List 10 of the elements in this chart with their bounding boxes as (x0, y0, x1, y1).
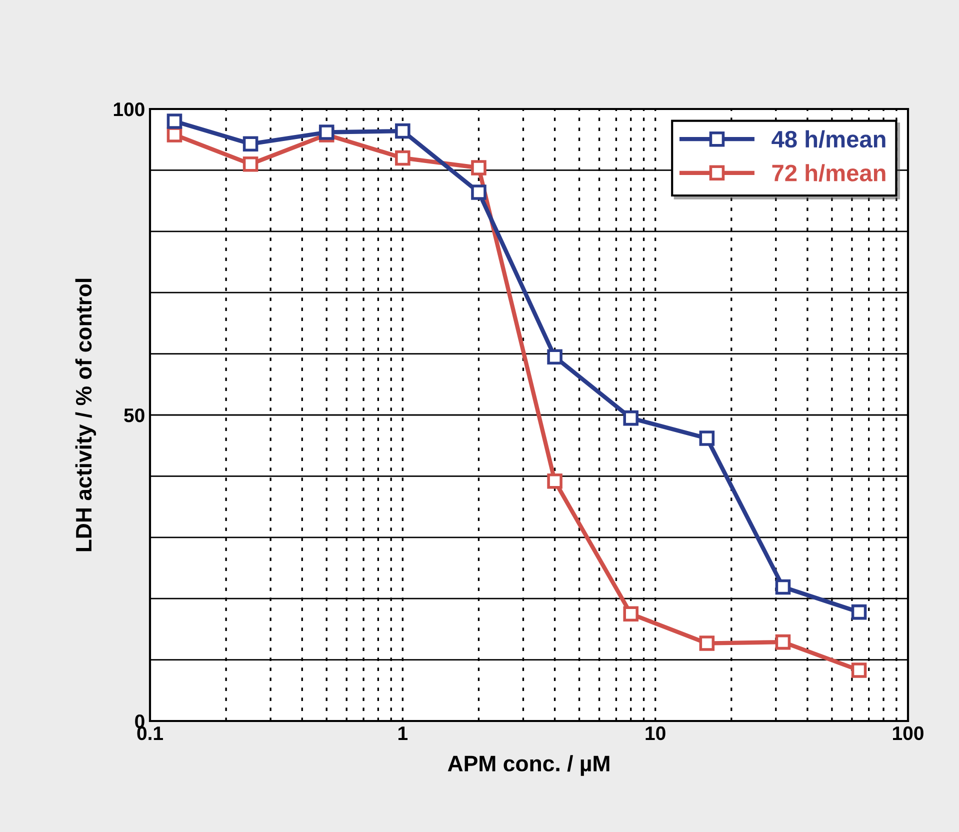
y-axis-title: LDH activity / % of control (75, 278, 96, 552)
x-tick-label: 1 (398, 726, 408, 740)
x-tick-label: 10 (646, 726, 666, 740)
x-tick-label: 0.1 (137, 726, 163, 740)
legend-label: 48 h/mean (772, 130, 886, 148)
x-axis-title: APM conc. / µM (448, 755, 610, 776)
y-tick-label: 50 (124, 408, 144, 422)
legend-label: 72 h/mean (772, 164, 886, 182)
x-tick-label: 100 (893, 726, 924, 740)
y-tick-label: 100 (114, 102, 144, 116)
